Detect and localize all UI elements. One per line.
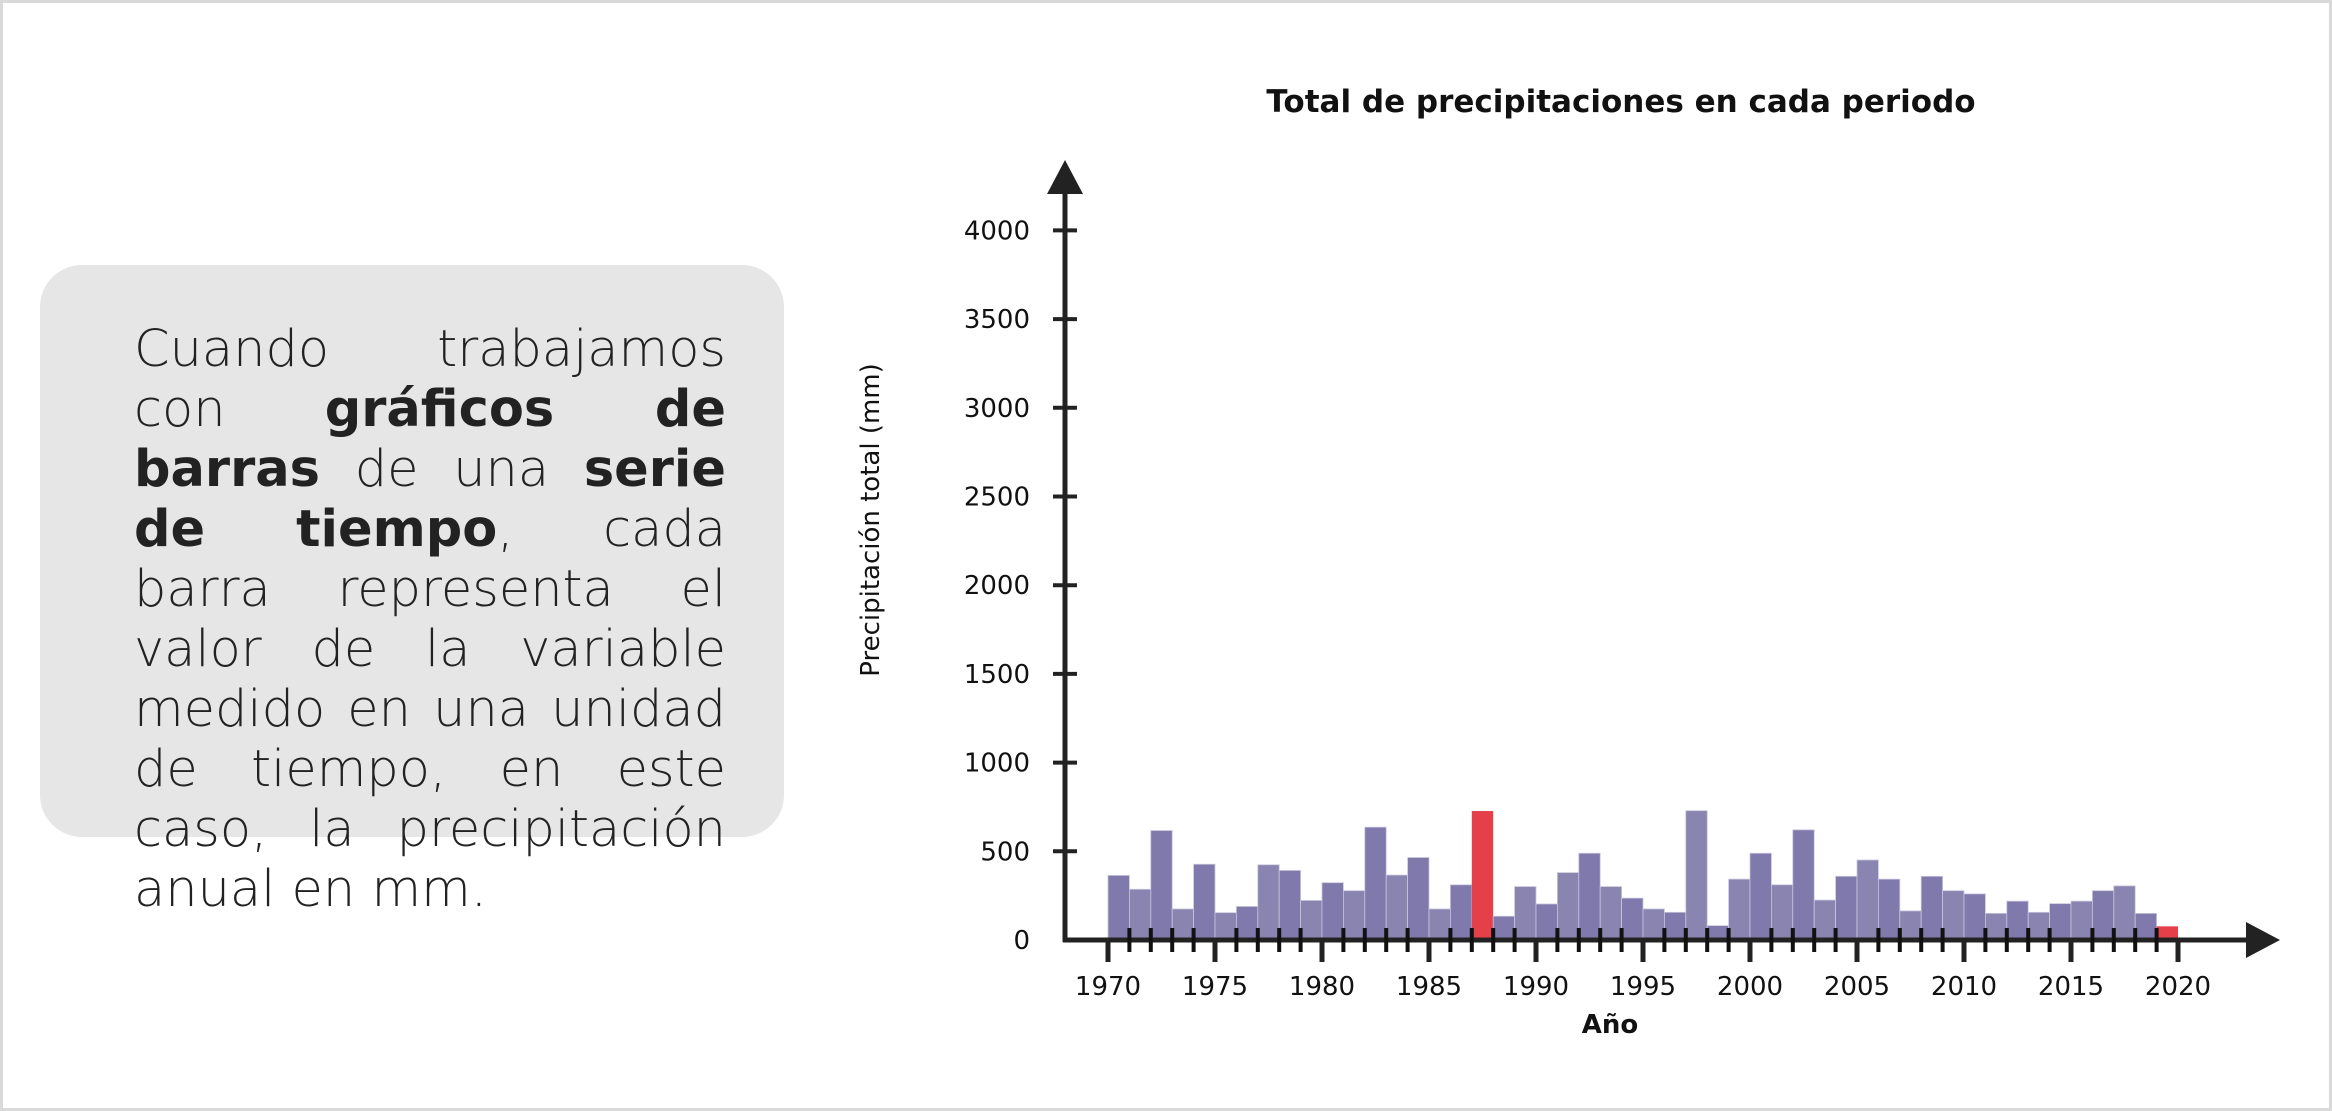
bar-2000 [1749,852,1772,941]
bar-1999 [1728,878,1751,941]
bar-2015 [2070,900,2093,941]
bar-1973 [1171,908,1194,941]
x-tick-label-2005: 2005 [1824,972,1890,1002]
bar-1990 [1535,903,1558,941]
x-tick-label-1980: 1980 [1289,972,1355,1002]
bar-1986 [1450,884,1473,941]
bar-1983 [1385,874,1408,941]
text-segment: Cuando trabajamos con [134,320,726,439]
bar-1996 [1664,911,1687,941]
bar-1977 [1257,864,1280,941]
y-axis-arrow-icon [1047,160,1083,194]
bar-1972 [1150,830,1173,941]
bar-1994 [1621,897,1644,941]
bar-1991 [1557,872,1580,941]
y-tick-label-500: 500 [980,837,1030,867]
bar-1970 [1107,875,1130,941]
y-tick-label-1000: 1000 [964,749,1030,779]
bar-1978 [1278,870,1301,941]
bar-1975 [1214,912,1237,941]
bar-2004 [1835,875,1858,941]
y-tick-label-3500: 3500 [964,305,1030,335]
y-tick-label-2500: 2500 [964,483,1030,513]
axes-group: 0 500 1000 1500 2000 2500 3000 3500 4000 1970 1975… [964,160,2280,1002]
bar-2017 [2113,885,2136,941]
bar-1982 [1364,826,1387,941]
bar-1980 [1321,882,1344,941]
x-axis-arrow-icon [2246,922,2280,958]
bar-2010 [1963,893,1986,941]
bar-2018 [2134,912,2157,941]
explanation-text: Cuando trabajamos con gráficos de barras… [134,320,726,920]
bar-2016 [2091,890,2115,941]
text-segment: de una [320,440,584,499]
bar-1971 [1129,888,1152,941]
bar-1976 [1236,906,1259,941]
bar-1984 [1407,857,1430,941]
bar-1995 [1642,908,1665,941]
explanation-box: Cuando trabajamos con gráficos de barras… [40,265,784,919]
bar-2019 [2156,926,2178,940]
bar-2013 [2027,911,2050,941]
y-axis-title: Precipitación total (mm) [856,363,886,677]
x-tick-label-1990: 1990 [1503,972,1569,1002]
bar-2003 [1813,899,1836,941]
bar-1974 [1193,863,1216,941]
bar-2007 [1899,910,1922,941]
y-tick-label-4000: 4000 [964,216,1030,246]
chart-title: Total de precipitaciones en cada periodo [1266,84,1975,120]
bar-2009 [1942,890,1965,941]
x-tick-label-1975: 1975 [1182,972,1248,1002]
bar-2002 [1792,829,1815,941]
y-tick-label-2000: 2000 [964,571,1030,601]
y-tick-label-1500: 1500 [964,660,1030,690]
bar-1997 [1685,810,1708,941]
x-tick-label-1970: 1970 [1075,972,1141,1002]
x-axis-title: Año [1582,1010,1639,1040]
bar-2011 [1985,912,2008,941]
bar-2014 [2049,903,2072,941]
emphasis-text: gráficos de barras [134,380,726,499]
x-tick-label-1995: 1995 [1610,972,1676,1002]
bar-2012 [2006,900,2029,941]
bar-2006 [1878,878,1901,941]
x-tick-label-2010: 2010 [1931,972,1997,1002]
y-tick-label-3000: 3000 [964,394,1030,424]
bar-1988 [1492,915,1515,941]
text-segment: , cada barra representa el valor de la v… [134,500,726,919]
bar-1985 [1428,908,1451,941]
bar-1987 [1471,811,1494,940]
y-tick-label-0: 0 [1013,926,1030,956]
x-tick-label-1985: 1985 [1396,972,1462,1002]
x-tick-label-2015: 2015 [2038,972,2104,1002]
bar-1979 [1300,900,1323,941]
bars-group [1107,810,2178,941]
bar-1989 [1514,886,1537,941]
emphasis-text: serie de tiempo [134,440,726,559]
x-tick-label-2020: 2020 [2145,972,2211,1002]
x-tick-label-2000: 2000 [1717,972,1783,1002]
bar-1981 [1343,890,1366,941]
bar-1993 [1599,886,1622,941]
bar-2001 [1771,884,1794,941]
bar-2005 [1856,859,1879,941]
bar-2008 [1920,875,1943,941]
bar-1992 [1578,852,1601,941]
